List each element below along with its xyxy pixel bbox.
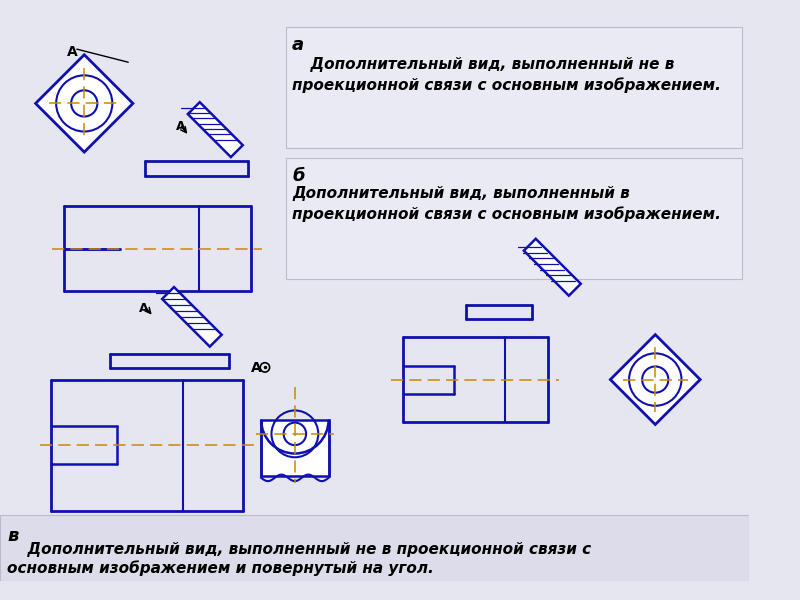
- Text: а: а: [292, 36, 304, 54]
- Text: Дополнительный вид, выполненный не в: Дополнительный вид, выполненный не в: [299, 56, 674, 71]
- Polygon shape: [524, 239, 581, 296]
- Bar: [286, 26, 742, 148]
- Bar: [261, 420, 329, 476]
- Text: в: в: [7, 527, 19, 545]
- Bar: [0, 515, 749, 581]
- Bar: [286, 158, 742, 280]
- Text: б: б: [292, 167, 305, 185]
- Text: проекционной связи с основным изображением.: проекционной связи с основным изображени…: [292, 77, 721, 93]
- Polygon shape: [610, 335, 700, 425]
- Text: Дополнительный вид, выполненный не в проекционной связи с: Дополнительный вид, выполненный не в про…: [17, 542, 591, 557]
- Text: А: А: [251, 361, 262, 375]
- Text: А: А: [176, 120, 186, 133]
- Text: Дополнительный вид, выполненный в: Дополнительный вид, выполненный в: [292, 186, 630, 201]
- Polygon shape: [188, 102, 242, 157]
- Polygon shape: [35, 55, 133, 152]
- Text: проекционной связи с основным изображением.: проекционной связи с основным изображени…: [292, 206, 721, 222]
- Text: А: А: [67, 46, 78, 59]
- Text: А: А: [138, 302, 148, 315]
- Text: основным изображением и повернутый на угол.: основным изображением и повернутый на уг…: [7, 560, 434, 576]
- Polygon shape: [162, 287, 222, 347]
